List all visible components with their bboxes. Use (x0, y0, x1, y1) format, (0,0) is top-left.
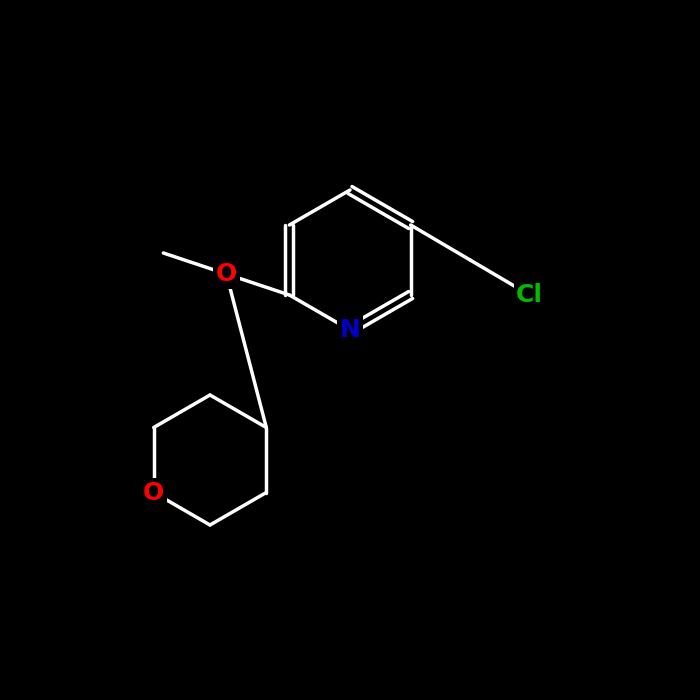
Text: N: N (340, 318, 360, 342)
Text: O: O (143, 480, 164, 505)
Text: Cl: Cl (516, 283, 543, 307)
Text: O: O (216, 262, 237, 286)
